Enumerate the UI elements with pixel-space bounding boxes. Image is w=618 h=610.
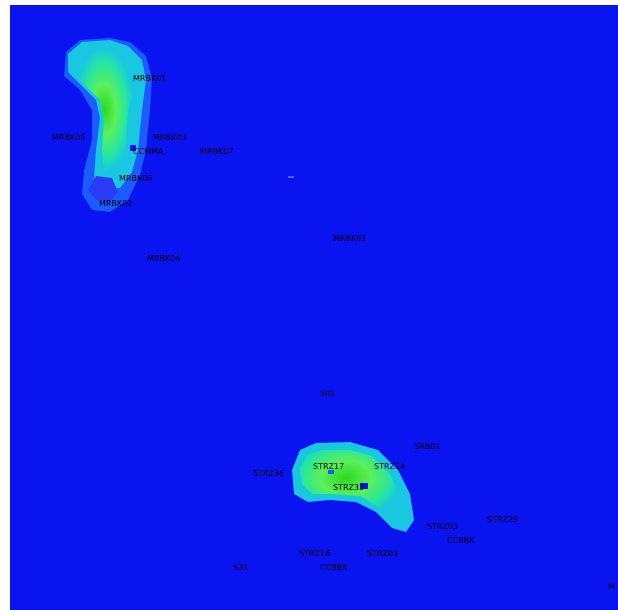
station-label[interactable]: CCBBK [447, 536, 475, 545]
station-label[interactable]: MRBK03 [153, 133, 186, 142]
station-label[interactable]: STRZ33 [333, 483, 364, 492]
south-island-core [300, 450, 402, 520]
station-label[interactable]: S01 [320, 389, 335, 398]
north-island-dark-patch [88, 176, 118, 202]
station-label[interactable]: MRBK06 [119, 174, 152, 183]
station-label[interactable]: S31 [233, 563, 248, 572]
station-label[interactable]: MRBK02 [99, 199, 132, 208]
south-island-pixel-2 [328, 470, 334, 474]
station-label[interactable]: STRZ16 [299, 549, 330, 558]
station-label[interactable]: STRZ17 [313, 462, 344, 471]
station-label[interactable]: M [608, 582, 615, 591]
south-island [292, 442, 414, 532]
north-island [64, 38, 152, 212]
station-label[interactable]: CCBBK [320, 563, 348, 572]
station-label[interactable]: CCMMA [133, 147, 164, 156]
south-island-pixel [360, 483, 368, 489]
station-label[interactable]: MRBK07 [200, 147, 233, 156]
station-label[interactable]: MRBK04 [147, 254, 180, 263]
station-label[interactable]: MRBK01 [133, 74, 166, 83]
station-label[interactable]: STRZ36 [253, 469, 284, 478]
station-label[interactable]: STRZ03 [427, 522, 458, 531]
north-island-core [74, 48, 134, 172]
station-label[interactable]: STRZ05 [367, 549, 398, 558]
station-label[interactable]: STRZ14 [374, 462, 405, 471]
station-labels: MRBK01 MRBK05 MRBK03 CCMMA MRBK07 MRBK06… [52, 74, 615, 591]
station-label[interactable]: STRZ29 [487, 515, 518, 524]
north-island-pixel [130, 145, 136, 151]
station-label[interactable]: SRB01 [414, 442, 440, 451]
station-label[interactable]: MRBK05 [52, 133, 85, 142]
station-label[interactable]: MRBK81 [333, 234, 366, 243]
